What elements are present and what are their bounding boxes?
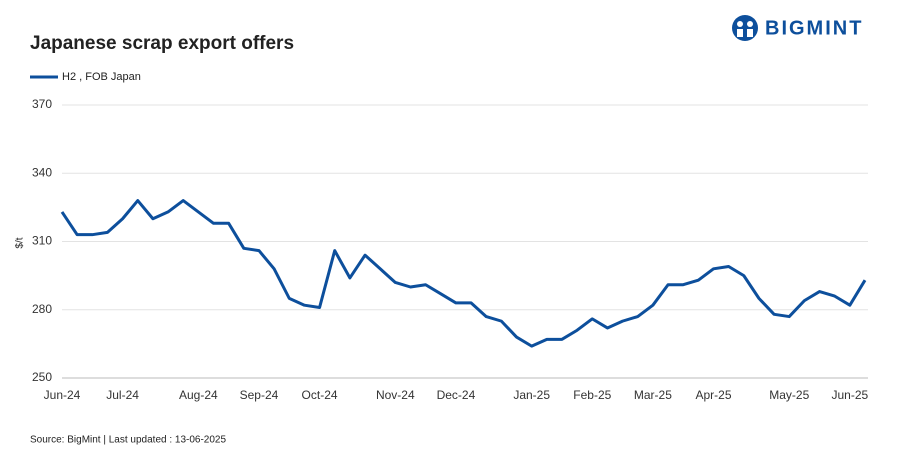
x-tick-label: Nov-24 <box>376 388 415 402</box>
data-line <box>60 199 867 348</box>
brand-logo: BIGMINT <box>732 15 863 41</box>
x-tick-label: Jun-25 <box>831 388 868 402</box>
y-tick-label: 280 <box>32 302 52 316</box>
y-tick-label: 250 <box>32 370 52 384</box>
source-note: Source: BigMint | Last updated : 13-06-2… <box>30 435 226 446</box>
brand-name: BIGMINT <box>765 17 863 39</box>
x-tick-label: Mar-25 <box>634 388 672 402</box>
x-tick-label: Aug-24 <box>179 388 218 402</box>
legend-label: H2 , FOB Japan <box>62 71 141 83</box>
x-tick-label: May-25 <box>769 388 809 402</box>
x-tick-label: Feb-25 <box>573 388 611 402</box>
y-axis-label: $/t <box>15 237 26 248</box>
x-tick-label: Oct-24 <box>302 388 338 402</box>
y-tick-label: 340 <box>32 165 52 179</box>
y-tick-label: 370 <box>32 97 52 111</box>
x-tick-label: Jul-24 <box>106 388 139 402</box>
x-tick-label: Jan-25 <box>513 388 550 402</box>
x-tick-label: Sep-24 <box>240 388 279 402</box>
x-tick-label: Dec-24 <box>437 388 476 402</box>
y-tick-label: 310 <box>32 234 52 248</box>
x-tick-label: Apr-25 <box>695 388 731 402</box>
x-tick-label: Jun-24 <box>44 388 81 402</box>
chart-title: Japanese scrap export offers <box>30 33 294 54</box>
